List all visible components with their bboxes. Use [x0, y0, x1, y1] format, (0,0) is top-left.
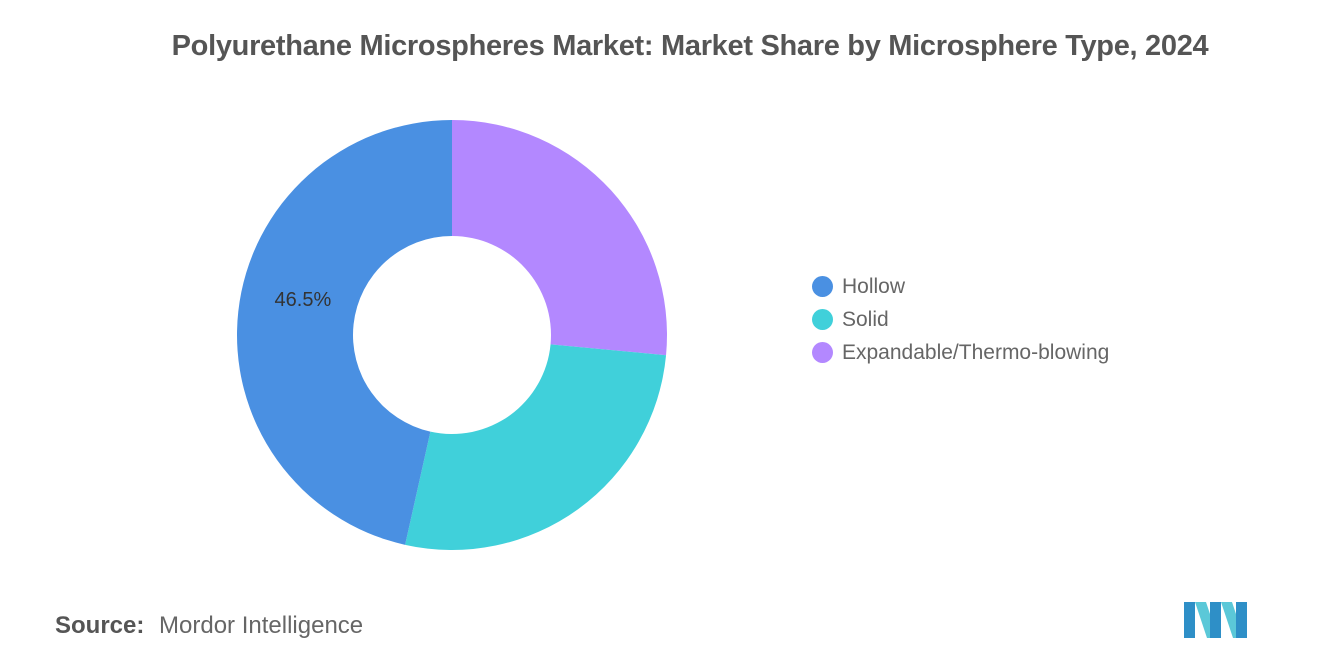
legend-swatch-expandable	[812, 342, 833, 363]
legend-item-expandable: Expandable/Thermo-blowing	[812, 336, 1109, 369]
chart-legend: Hollow Solid Expandable/Thermo-blowing	[812, 270, 1109, 369]
donut-data-labels: 46.5%	[275, 289, 332, 311]
legend-label-expandable: Expandable/Thermo-blowing	[842, 340, 1110, 364]
legend-label-solid: Solid	[842, 307, 889, 331]
donut-slices	[237, 120, 667, 550]
source-label: Source:	[55, 612, 145, 639]
source-line: Source: Mordor Intelligence	[55, 612, 363, 640]
donut-slice-hollow	[237, 120, 452, 545]
donut-slice-expandable	[452, 120, 667, 356]
donut-slice-solid	[405, 344, 667, 550]
legend-swatch-hollow	[812, 276, 833, 297]
donut-chart: 46.5%	[237, 120, 667, 550]
mordor-intelligence-logo	[1184, 602, 1247, 638]
source-value: Mordor Intelligence	[159, 612, 364, 639]
legend-swatch-solid	[812, 309, 833, 330]
legend-label-hollow: Hollow	[842, 274, 906, 298]
legend-item-hollow: Hollow	[812, 270, 1109, 303]
chart-title: Polyurethane Microspheres Market: Market…	[171, 30, 1209, 62]
legend-item-solid: Solid	[812, 303, 1109, 336]
data-label-hollow: 46.5%	[275, 289, 332, 311]
